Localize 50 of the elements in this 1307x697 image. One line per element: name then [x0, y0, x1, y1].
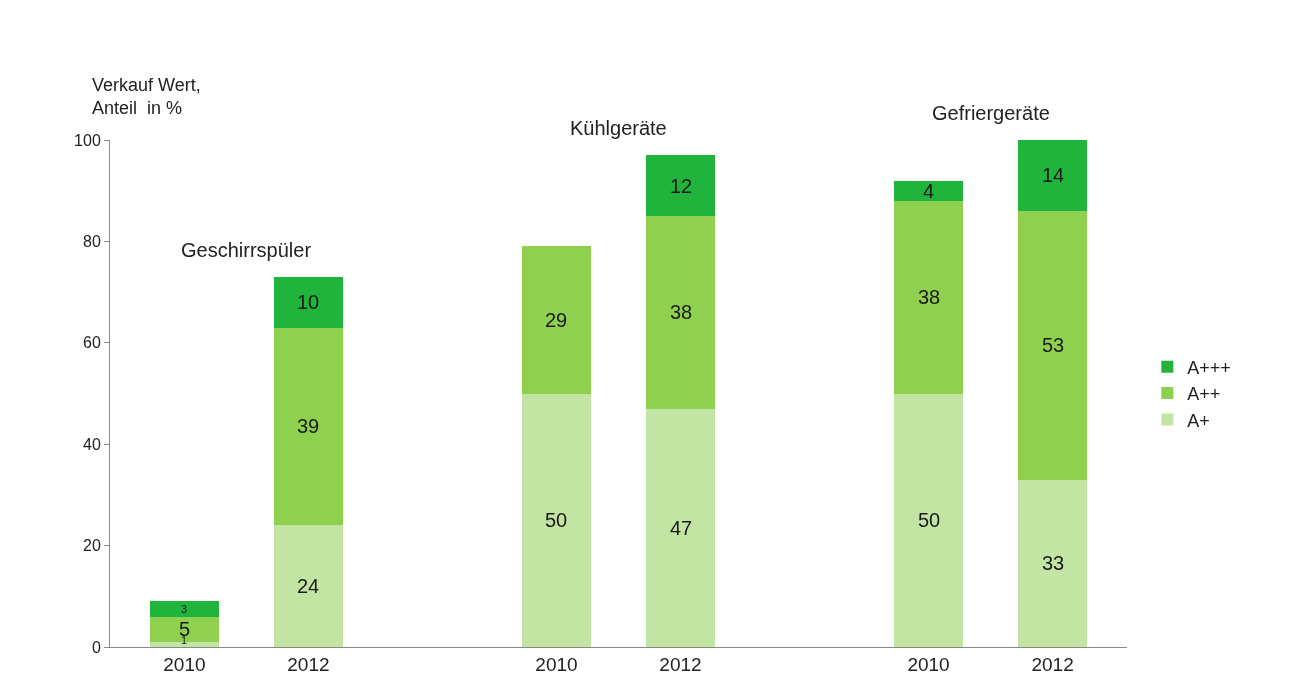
y-tick-label: 100 [74, 131, 101, 149]
data-label: 24 [297, 575, 320, 597]
x-tick-label: 2012 [659, 653, 702, 675]
data-label: 50 [545, 509, 568, 531]
bar [274, 327, 343, 526]
y-tick-label: 40 [83, 435, 101, 453]
x-tick-label: 2012 [1031, 653, 1074, 675]
data-label: 50 [918, 509, 941, 531]
bar [150, 616, 219, 642]
data-label: 39 [297, 415, 320, 437]
legend-label: A+++ [1187, 357, 1231, 378]
y-tick-label: 20 [83, 537, 101, 555]
bar [274, 525, 343, 647]
bar [150, 601, 219, 617]
bar [646, 216, 715, 409]
y-tick-label: 60 [83, 334, 101, 352]
legend-label: A+ [1187, 410, 1210, 431]
bar [1018, 140, 1087, 211]
data-label: 38 [670, 301, 693, 323]
bar [894, 180, 963, 201]
data-label: 14 [1042, 164, 1065, 186]
text: Gefriergeräte [932, 102, 1050, 124]
bar [522, 393, 591, 647]
x-tick-label: 2010 [907, 653, 950, 675]
bar [274, 276, 343, 328]
data-label: 33 [1042, 552, 1065, 574]
bar [894, 200, 963, 394]
y-tick-label: 80 [83, 233, 101, 250]
data-label: 12 [670, 175, 693, 197]
data-label: 10 [297, 291, 320, 313]
data-label: 38 [918, 286, 941, 308]
legend-label: A++ [1187, 384, 1221, 405]
y-tick-label: 0 [91, 638, 101, 656]
bar [1018, 479, 1087, 647]
data-label: 4 [923, 180, 935, 202]
x-tick-label: 2010 [535, 653, 578, 675]
bar [1018, 210, 1087, 480]
bar [646, 155, 715, 217]
data-label: 29 [545, 309, 568, 331]
data-label: 47 [670, 517, 693, 539]
bar [646, 408, 715, 647]
annotation: Geschirrspüler [181, 239, 312, 261]
x-tick-label: 2012 [287, 653, 330, 675]
x-tick-label: 2010 [163, 653, 206, 675]
bar [522, 246, 591, 394]
bar [894, 393, 963, 647]
y-axis-title: Verkauf Wert, Anteil in % [92, 75, 201, 119]
data-label: 53 [1042, 334, 1065, 356]
text: Kühlgeräte [570, 117, 667, 139]
data-label: 3 [181, 603, 188, 615]
